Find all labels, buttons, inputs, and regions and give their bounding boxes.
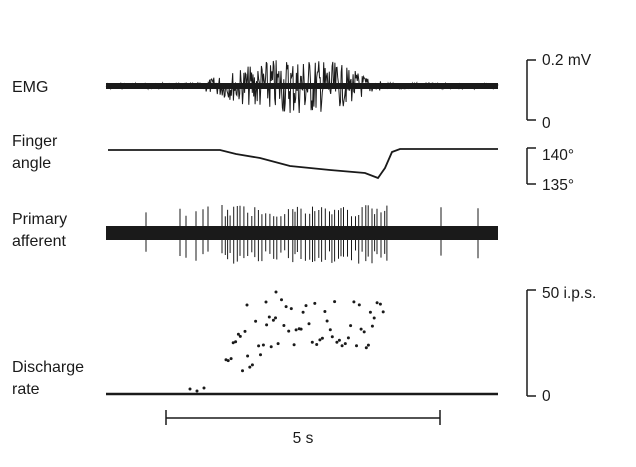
discharge-rate-point (368, 310, 372, 314)
discharge-rate-point (340, 344, 344, 348)
discharge-rate-point (299, 327, 303, 331)
discharge-rate-point (349, 324, 353, 328)
label-finger-angle: Finger angle (12, 133, 58, 172)
finger-angle-scale-bar (526, 147, 536, 185)
discharge-rate-point (188, 387, 192, 391)
discharge-rate-point (343, 342, 347, 346)
discharge-rate-point (313, 301, 317, 305)
label-emg: EMG (12, 79, 48, 96)
primary-afferent-trace (106, 205, 498, 264)
emg-trace (105, 60, 499, 114)
discharge-rate-point (372, 316, 376, 320)
svg-text:rate: rate (12, 381, 40, 398)
discharge-rate-point (259, 353, 262, 357)
discharge-rate-point (248, 365, 252, 369)
discharge-rate-point (315, 343, 319, 346)
discharge-rate-point (282, 324, 286, 327)
svg-text:EMG: EMG (12, 79, 48, 96)
discharge-rate-dots (188, 290, 385, 393)
discharge-rate-point (269, 345, 273, 349)
finger-angle-trace (108, 148, 498, 180)
discharge-rate-point (243, 329, 247, 333)
discharge-rate-point (378, 302, 382, 306)
discharge-rate-point (287, 329, 291, 333)
emg-baseline (106, 83, 498, 89)
discharge-rate-point (355, 344, 358, 348)
discharge-rate-point (301, 310, 305, 314)
discharge-rate-point (323, 310, 327, 313)
discharge-rate-point (381, 310, 385, 314)
discharge-rate-point (325, 319, 329, 323)
discharge-rate-point (370, 324, 374, 328)
discharge-rate-scale-bottom: 0 (542, 388, 551, 405)
discharge-rate-point (362, 330, 366, 334)
discharge-rate-point (274, 290, 278, 294)
discharge-rate-point (229, 357, 233, 361)
svg-text:Discharge: Discharge (12, 359, 84, 376)
time-scale-bar (165, 410, 441, 425)
emg-scale-top: 0.2 mV (542, 52, 592, 69)
finger-angle-scale-top: 140° (542, 147, 574, 164)
discharge-rate-point (231, 341, 235, 345)
discharge-rate-point (289, 307, 293, 311)
emg-scale-bar (526, 59, 536, 121)
discharge-rate-point (352, 300, 356, 304)
discharge-rate-point (333, 300, 337, 304)
discharge-rate-point (276, 342, 280, 346)
discharge-rate-point (246, 354, 250, 358)
label-discharge-rate: Discharge rate (12, 359, 84, 398)
discharge-rate-point (254, 319, 258, 323)
discharge-rate-point (375, 301, 379, 305)
time-scale-label: 5 s (293, 430, 314, 447)
discharge-rate-point (359, 327, 363, 331)
discharge-rate-point (226, 359, 230, 363)
discharge-rate-point (307, 322, 311, 326)
discharge-rate-point (292, 343, 296, 347)
discharge-rate-point (284, 305, 288, 309)
discharge-rate-scale-top: 50 i.p.s. (542, 285, 596, 302)
discharge-rate-point (202, 386, 206, 390)
discharge-rate-point (245, 303, 249, 307)
discharge-rate-point (234, 340, 238, 344)
discharge-rate-point (238, 334, 242, 338)
discharge-rate-point (304, 304, 308, 308)
discharge-rate-point (274, 316, 277, 320)
svg-text:Primary: Primary (12, 211, 67, 228)
discharge-rate-point (257, 344, 261, 348)
discharge-rate-point (195, 389, 199, 393)
discharge-rate-point (250, 363, 254, 367)
discharge-rate-point (318, 338, 322, 342)
label-primary-afferent: Primary afferent (12, 211, 67, 250)
discharge-rate-point (310, 340, 314, 344)
svg-text:afferent: afferent (12, 233, 67, 250)
discharge-rate-point (241, 369, 244, 373)
discharge-rate-point (346, 336, 350, 340)
discharge-rate-point (261, 343, 265, 347)
svg-text:Finger: Finger (12, 133, 58, 150)
discharge-rate-point (328, 328, 332, 332)
discharge-rate-point (335, 340, 339, 344)
svg-text:angle: angle (12, 155, 51, 172)
discharge-rate-point (280, 298, 283, 302)
discharge-rate-point (236, 332, 240, 336)
finger-angle-scale-bottom: 135° (542, 177, 574, 194)
discharge-rate-point (366, 343, 370, 347)
discharge-rate-point (364, 346, 368, 350)
discharge-rate-point (264, 300, 268, 304)
discharge-rate-scale-bar (526, 289, 536, 397)
afferent-baseline (106, 226, 498, 240)
discharge-rate-point (357, 303, 361, 307)
discharge-rate-point (271, 318, 275, 322)
discharge-rate-point (330, 335, 334, 339)
discharge-rate-point (320, 336, 324, 340)
emg-scale-bottom: 0 (542, 115, 551, 132)
discharge-rate-point (294, 328, 298, 332)
discharge-rate-point (265, 323, 269, 327)
discharge-rate-point (337, 338, 341, 342)
discharge-rate-point (267, 315, 271, 319)
